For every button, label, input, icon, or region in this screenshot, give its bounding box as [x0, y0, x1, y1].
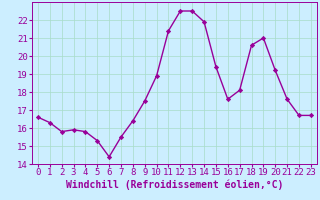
X-axis label: Windchill (Refroidissement éolien,°C): Windchill (Refroidissement éolien,°C): [66, 180, 283, 190]
